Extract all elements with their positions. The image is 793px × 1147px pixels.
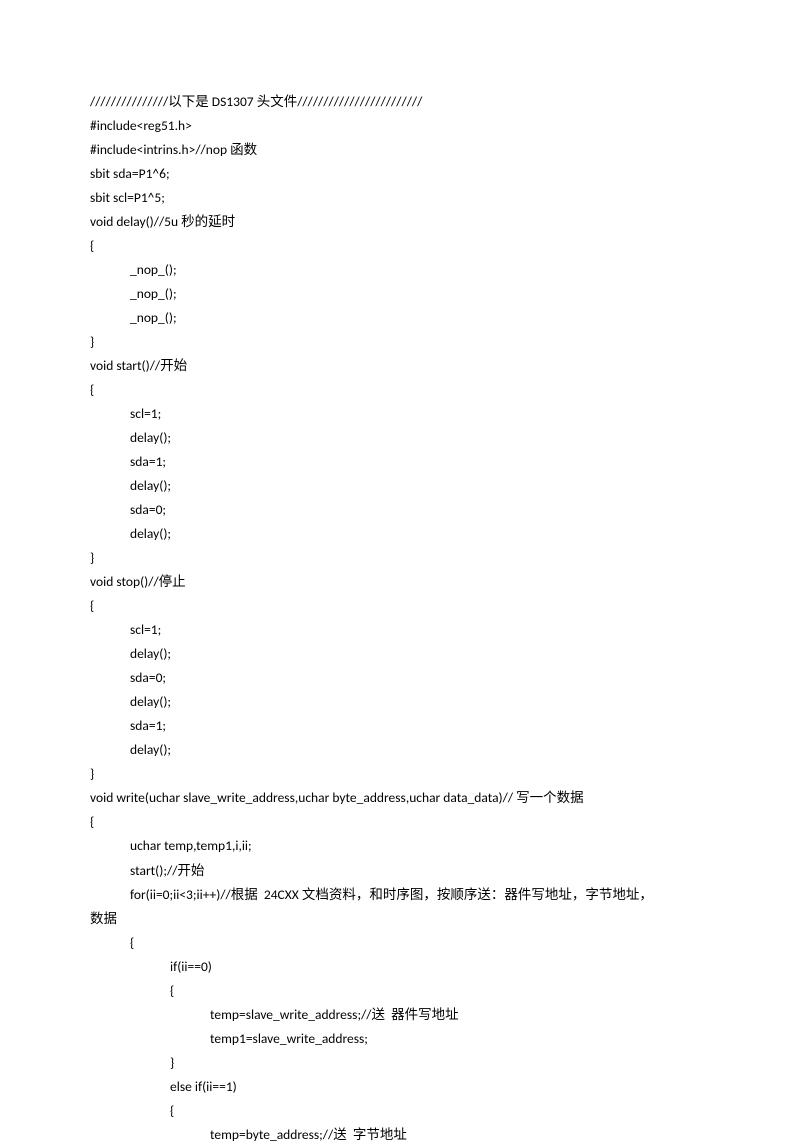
code-line: void write(uchar slave_write_address,uch… [90,786,703,810]
code-line: { [90,594,703,618]
code-document: ///////////////以下是 DS1307 头文件///////////… [90,90,703,1147]
code-line: delay(); [90,474,703,498]
code-line: void stop()//停止 [90,570,703,594]
code-line: { [90,931,703,955]
code-line: { [90,810,703,834]
code-line: delay(); [90,522,703,546]
code-line: sda=1; [90,450,703,474]
code-line: 数据 [90,907,703,931]
code-line: } [90,762,703,786]
code-line: uchar temp,temp1,i,ii; [90,834,703,858]
code-line: temp=byte_address;//送 字节地址 [90,1123,703,1147]
code-line: } [90,546,703,570]
code-line: sda=0; [90,498,703,522]
code-line: scl=1; [90,618,703,642]
code-line: { [90,1099,703,1123]
code-line: delay(); [90,642,703,666]
code-line: sda=0; [90,666,703,690]
code-line: sbit scl=P1^5; [90,186,703,210]
code-line: _nop_(); [90,306,703,330]
code-line: sda=1; [90,714,703,738]
code-line: _nop_(); [90,282,703,306]
code-line: temp=slave_write_address;//送 器件写地址 [90,1003,703,1027]
code-line: for(ii=0;ii<3;ii++)//根据 24CXX 文档资料，和时序图，… [90,883,703,907]
code-line: sbit sda=P1^6; [90,162,703,186]
code-line: { [90,378,703,402]
code-line: scl=1; [90,402,703,426]
code-line: delay(); [90,426,703,450]
code-line: void start()//开始 [90,354,703,378]
code-line: } [90,330,703,354]
code-line: else if(ii==1) [90,1075,703,1099]
code-line: temp1=slave_write_address; [90,1027,703,1051]
code-line: ///////////////以下是 DS1307 头文件///////////… [90,90,703,114]
code-line: { [90,234,703,258]
code-line: #include<reg51.h> [90,114,703,138]
code-line: } [90,1051,703,1075]
code-line: void delay()//5u 秒的延时 [90,210,703,234]
code-line: #include<intrins.h>//nop 函数 [90,138,703,162]
code-line: if(ii==0) [90,955,703,979]
code-line: { [90,979,703,1003]
code-line: delay(); [90,738,703,762]
code-line: delay(); [90,690,703,714]
code-line: start();//开始 [90,859,703,883]
code-line: _nop_(); [90,258,703,282]
